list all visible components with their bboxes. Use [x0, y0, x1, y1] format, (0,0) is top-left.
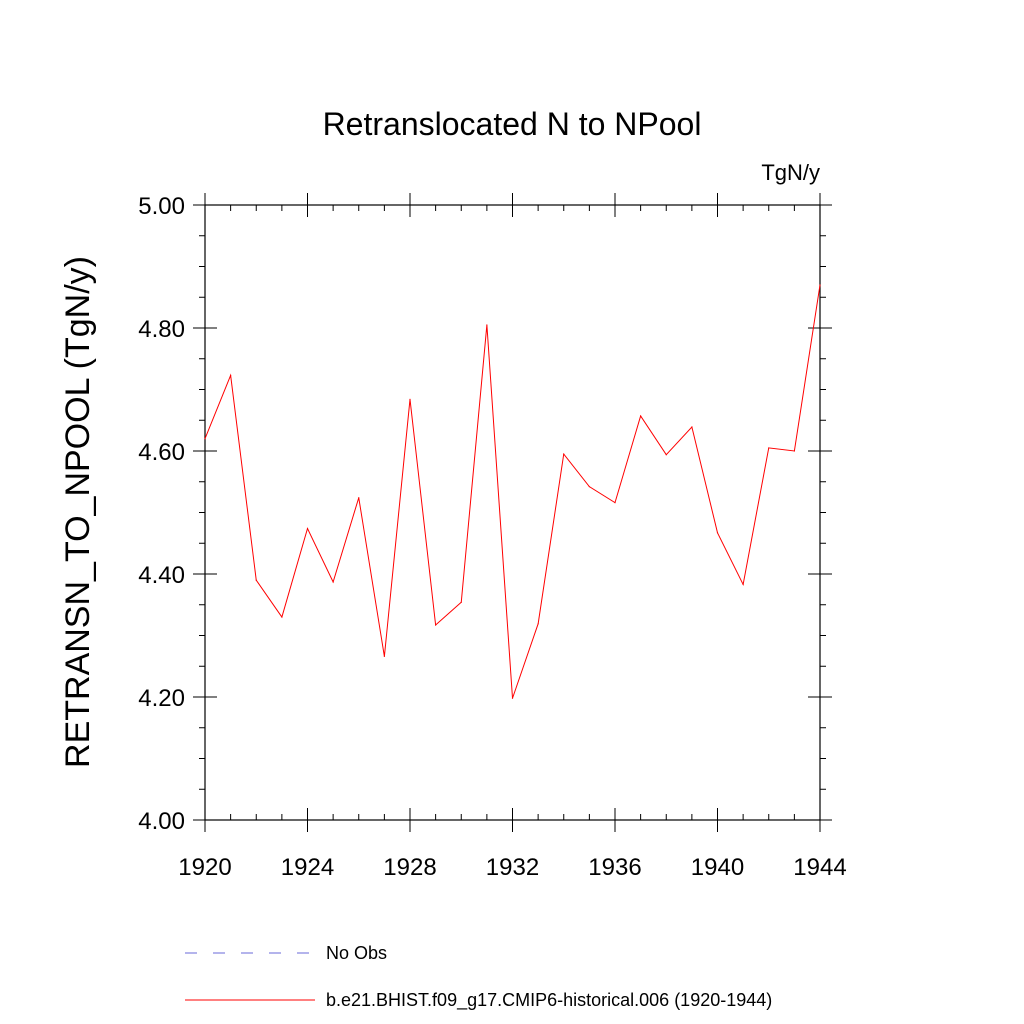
data-point — [435, 624, 437, 626]
data-point — [665, 454, 667, 456]
x-tick-labels: 1920 1924 1928 1932 1936 1940 1944 — [178, 854, 846, 881]
data-point — [511, 697, 514, 699]
data-point — [588, 486, 590, 488]
y-axis-label: RETRANSN_TO_NPOOL (TgN/y) — [59, 256, 97, 768]
series-layer — [204, 284, 821, 699]
y-tick-label: 4.60 — [138, 439, 185, 466]
data-point — [306, 527, 309, 530]
data-point — [537, 623, 539, 625]
axis-ticks — [193, 193, 832, 832]
x-tick-label: 1924 — [281, 854, 334, 881]
data-point — [460, 601, 462, 603]
chart-title: Retranslocated N to NPool — [323, 106, 702, 142]
data-point — [716, 532, 719, 534]
data-point — [691, 426, 693, 428]
y-tick-label: 4.80 — [138, 316, 185, 343]
y-tick-label: 4.00 — [138, 808, 185, 835]
data-point — [204, 438, 206, 440]
y-tick-label: 4.40 — [138, 562, 185, 589]
legend-label-model: b.e21.BHIST.f09_g17.CMIP6-historical.006… — [326, 990, 772, 1011]
legend: No Obs b.e21.BHIST.f09_g17.CMIP6-histori… — [185, 943, 772, 1011]
x-tick-label: 1944 — [793, 854, 846, 881]
x-tick-label: 1936 — [588, 854, 641, 881]
data-point — [281, 616, 283, 618]
plot-frame — [204, 204, 821, 821]
data-point — [230, 374, 232, 376]
data-point — [819, 284, 821, 286]
x-tick-label: 1928 — [383, 854, 436, 881]
data-point — [409, 398, 411, 400]
data-point — [332, 581, 334, 583]
data-point — [793, 450, 795, 452]
x-tick-label: 1932 — [486, 854, 539, 881]
data-point — [563, 453, 565, 455]
series-line — [204, 284, 821, 699]
data-point — [742, 583, 744, 586]
units-label: TgN/y — [761, 160, 820, 185]
data-point — [486, 324, 488, 326]
data-point — [358, 497, 360, 499]
y-tick-label: 5.00 — [138, 193, 185, 220]
y-tick-label: 4.20 — [138, 685, 185, 712]
x-tick-label: 1940 — [691, 854, 744, 881]
y-tick-labels: 4.00 4.20 4.40 4.60 4.80 5.00 — [138, 193, 185, 835]
legend-label-no-obs: No Obs — [326, 943, 387, 963]
data-point — [768, 447, 770, 449]
data-point — [640, 415, 642, 417]
data-point — [383, 655, 385, 658]
data-point — [614, 502, 616, 504]
data-point — [255, 579, 257, 581]
x-tick-label: 1920 — [178, 854, 231, 881]
